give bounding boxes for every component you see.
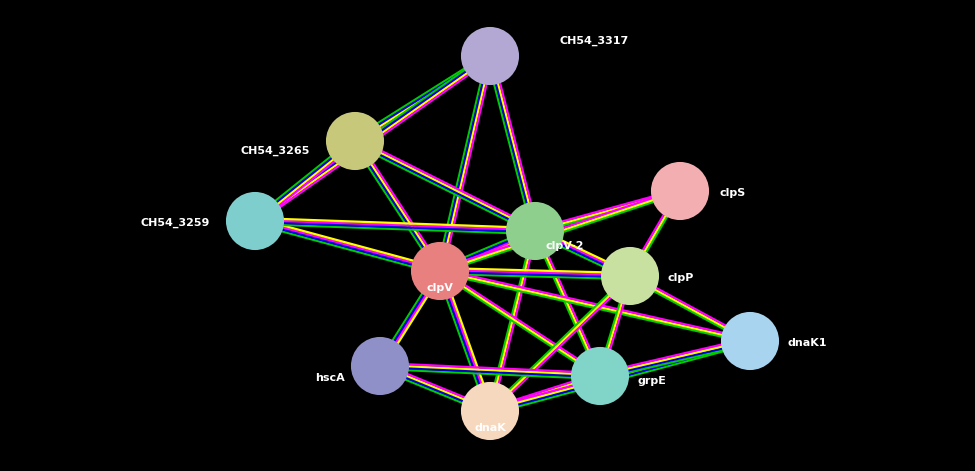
Circle shape	[507, 203, 563, 259]
Text: CH54_3259: CH54_3259	[140, 218, 210, 228]
Circle shape	[227, 193, 283, 249]
Circle shape	[352, 338, 408, 394]
Circle shape	[412, 243, 468, 299]
Text: CH54_3317: CH54_3317	[560, 36, 629, 46]
Circle shape	[652, 163, 708, 219]
Text: CH54_3265: CH54_3265	[241, 146, 310, 156]
Circle shape	[462, 28, 518, 84]
Text: dnaK1: dnaK1	[788, 338, 828, 348]
Circle shape	[327, 113, 383, 169]
Text: grpE: grpE	[638, 376, 667, 386]
Text: clpV: clpV	[427, 283, 453, 293]
Circle shape	[602, 248, 658, 304]
Text: clpP: clpP	[668, 273, 694, 283]
Circle shape	[722, 313, 778, 369]
Text: clpV-2: clpV-2	[545, 241, 583, 251]
Text: dnaK: dnaK	[474, 423, 506, 433]
Text: clpS: clpS	[720, 188, 746, 198]
Circle shape	[572, 348, 628, 404]
Circle shape	[462, 383, 518, 439]
Text: hscA: hscA	[315, 373, 345, 383]
